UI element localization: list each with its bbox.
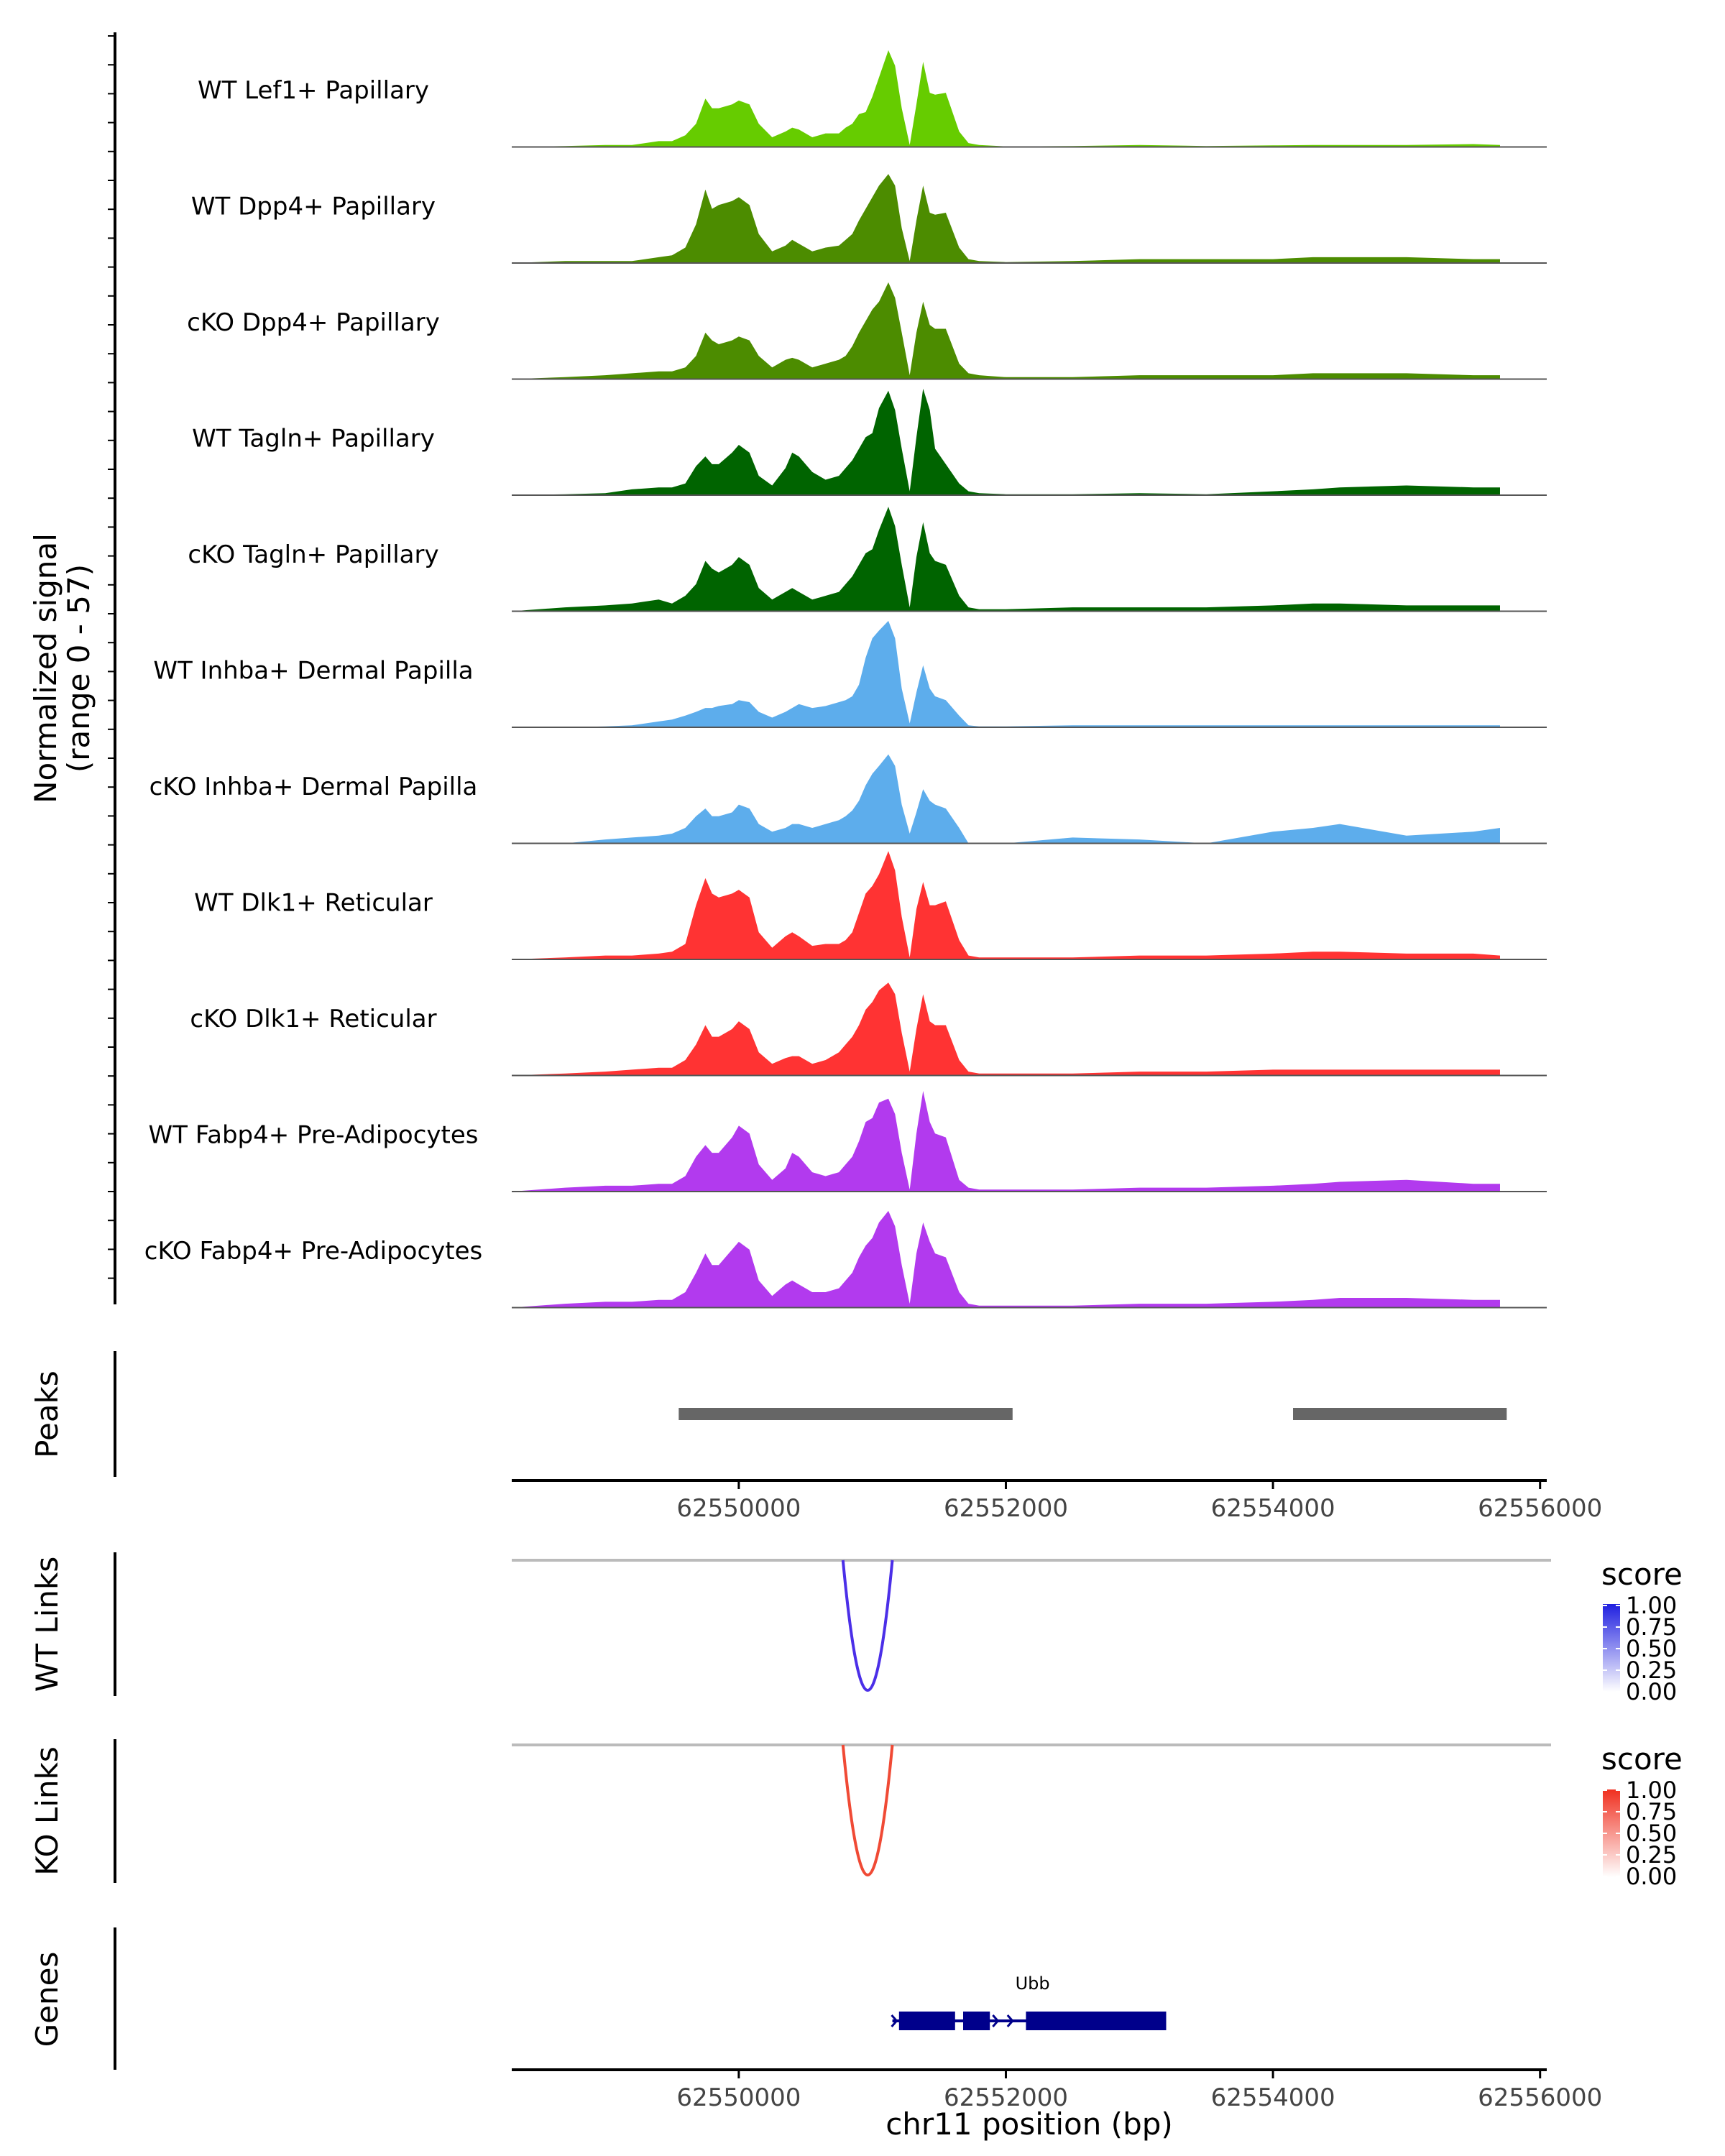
- ko-link-arc: [841, 1744, 894, 1876]
- track-label: cKO Fabp4+ Pre-Adipocytes: [144, 1237, 483, 1266]
- coverage-track: WT Lef1+ Papillary: [198, 50, 1547, 148]
- track-label: cKO Dlk1+ Reticular: [190, 1005, 436, 1033]
- wt-links-label: WT Links: [29, 1557, 65, 1692]
- legend-tick-label: 0.75: [1626, 1798, 1677, 1825]
- coverage-track: cKO Dpp4+ Papillary: [187, 282, 1547, 380]
- gene-name-label: Ubb: [1016, 1973, 1050, 1994]
- peak-region: [678, 1408, 1013, 1420]
- coverage-ylabel-line2: (range 0 - 57): [61, 564, 96, 773]
- coverage-track: WT Tagln+ Papillary: [192, 388, 1547, 496]
- wt-link-arc: [841, 1560, 894, 1692]
- x-tick-label: 62552000: [944, 1494, 1068, 1523]
- legend-tick-label: 0.75: [1626, 1613, 1677, 1641]
- strand-arrow: [1006, 2014, 1014, 2027]
- coverage-track: cKO Dlk1+ Reticular: [190, 982, 1547, 1077]
- wt-links-panel: WT Links score 1.000.750.500.250.00: [29, 1552, 1683, 1705]
- legend-tick-label: 0.25: [1626, 1657, 1677, 1684]
- peak-region: [1293, 1408, 1507, 1420]
- coverage-track: WT Dlk1+ Reticular: [194, 851, 1547, 960]
- gene-model: [891, 2012, 1167, 2030]
- coverage-panel: Normalized signal (range 0 - 57) WT Lef1…: [28, 32, 1547, 1309]
- wt-score-legend: score 1.000.750.500.250.00: [1601, 1557, 1683, 1705]
- peaks-x-axis: 62550000 62552000 62554000 62556000: [676, 1480, 1602, 1523]
- legend-tick-label: 1.00: [1626, 1777, 1677, 1804]
- track-label: WT Dlk1+ Reticular: [194, 889, 433, 918]
- track-label: WT Lef1+ Papillary: [198, 76, 429, 105]
- peak-regions: [678, 1408, 1507, 1420]
- coverage-y-ticks: [108, 35, 115, 1279]
- ko-score-legend: score 1.000.750.500.250.00: [1601, 1741, 1683, 1890]
- coverage-track: WT Dpp4+ Papillary: [191, 174, 1547, 264]
- coverage-track: WT Fabp4+ Pre-Adipocytes: [149, 1091, 1547, 1192]
- coverage-area: [512, 851, 1500, 959]
- strand-arrow: [992, 2014, 1000, 2027]
- genes-panel: Genes Ubb 62550000 62552000 62554000 625560…: [29, 1927, 1602, 2142]
- x-tick-label: 62552000: [944, 2083, 1068, 2112]
- wt-legend-title: score: [1601, 1557, 1683, 1592]
- legend-tick-label: 0.00: [1626, 1678, 1677, 1705]
- x-tick-label: 62554000: [1211, 1494, 1335, 1523]
- track-label: WT Tagln+ Papillary: [192, 425, 435, 453]
- coverage-tracks: WT Lef1+ Papillary WT Dpp4+ Papillary cKO …: [144, 50, 1547, 1309]
- legend-tick-label: 0.25: [1626, 1841, 1677, 1869]
- coverage-area: [512, 1091, 1500, 1192]
- wt-legend-ticks: 1.000.750.500.250.00: [1603, 1592, 1677, 1705]
- coverage-track: cKO Tagln+ Papillary: [188, 507, 1547, 612]
- gene-exon: [898, 2012, 955, 2030]
- coverage-track: cKO Inhba+ Dermal Papilla: [150, 754, 1547, 844]
- track-label: cKO Tagln+ Papillary: [188, 540, 438, 569]
- coverage-area: [512, 174, 1500, 263]
- legend-tick-label: 1.00: [1626, 1592, 1677, 1619]
- peaks-label: Peaks: [29, 1370, 65, 1458]
- coverage-ylabel-line1: Normalized signal: [28, 533, 63, 803]
- track-label: WT Fabp4+ Pre-Adipocytes: [149, 1121, 479, 1150]
- x-tick-label: 62550000: [676, 2083, 801, 2112]
- x-tick-label: 62550000: [676, 1494, 801, 1523]
- ko-links-label: KO Links: [29, 1746, 65, 1876]
- ko-legend-ticks: 1.000.750.500.250.00: [1603, 1777, 1677, 1890]
- ko-links-panel: KO Links score 1.000.750.500.250.00: [29, 1739, 1683, 1890]
- coverage-area: [512, 1210, 1500, 1308]
- peaks-panel: Peaks 62550000 62552000 62554000 62556000: [29, 1351, 1602, 1523]
- legend-tick-label: 0.00: [1626, 1863, 1677, 1890]
- legend-tick-label: 0.50: [1626, 1635, 1677, 1662]
- track-label: WT Inhba+ Dermal Papilla: [153, 657, 473, 686]
- genes-label: Genes: [29, 1952, 65, 2047]
- x-tick-label: 62556000: [1478, 1494, 1602, 1523]
- coverage-track: cKO Fabp4+ Pre-Adipocytes: [144, 1210, 1547, 1309]
- x-tick-label: 62554000: [1211, 2083, 1335, 2112]
- strand-arrow: [891, 2014, 898, 2027]
- coverage-track: WT Inhba+ Dermal Papilla: [153, 620, 1547, 728]
- track-label: WT Dpp4+ Papillary: [191, 193, 436, 221]
- track-label: cKO Dpp4+ Papillary: [187, 308, 440, 337]
- gene-exon: [1026, 2012, 1167, 2030]
- x-tick-label: 62556000: [1478, 2083, 1602, 2112]
- x-axis-title: chr11 position (bp): [886, 2106, 1173, 2142]
- track-label: cKO Inhba+ Dermal Papilla: [150, 773, 478, 801]
- ko-legend-title: score: [1601, 1741, 1683, 1777]
- gene-exon: [963, 2012, 990, 2030]
- legend-tick-label: 0.50: [1626, 1820, 1677, 1847]
- genes-x-axis: 62550000 62552000 62554000 62556000: [676, 2070, 1602, 2112]
